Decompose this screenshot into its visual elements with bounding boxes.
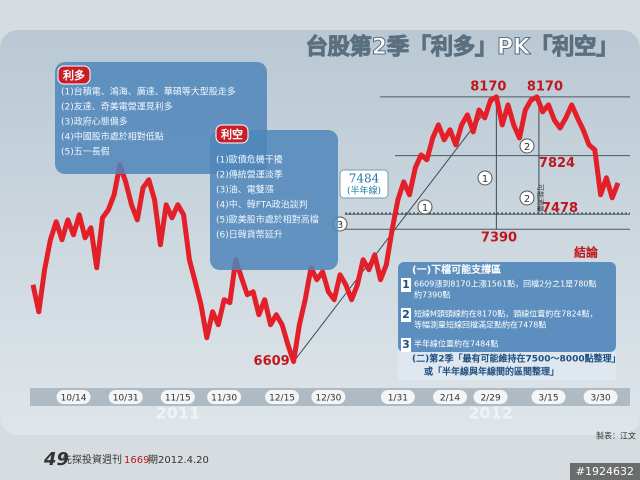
x-tick-label: 1/31: [388, 394, 408, 404]
bull-item: (5)五一長假: [61, 147, 110, 158]
chart-title: 台股第2季「利多」PK「利空」: [306, 34, 618, 60]
support-num-bg: [401, 308, 411, 322]
bear-item: (3)油、電雙漲: [216, 184, 274, 196]
x-tick-label: 3/30: [591, 394, 611, 404]
x-tick-pill: [108, 390, 143, 404]
range-text: (二)第2季「最有可能維持在7500～8000點整理」: [412, 353, 621, 365]
support-num: 1: [402, 278, 410, 291]
support-box: [398, 262, 616, 352]
marker-circle: [519, 138, 535, 154]
level-label: 7478: [542, 201, 578, 216]
x-tick-label: 11/30: [211, 394, 237, 404]
x-tick-label: 2/29: [480, 394, 500, 404]
x-tick-label: 12/15: [269, 394, 295, 404]
issue: 1669: [124, 455, 149, 466]
support-text: 短線M頭頸線約在8170點，頸線位置約在7824點，: [414, 309, 598, 319]
trend-line: [293, 96, 497, 362]
x-tick-label: 12/30: [315, 394, 341, 404]
x-tick-pill: [473, 390, 508, 404]
bull-item: (4)中國股市處於相對低點: [61, 131, 164, 143]
marker-number: 1: [422, 203, 428, 214]
x-tick-pill: [160, 390, 195, 404]
bear-tag: [215, 124, 249, 144]
bear-box: [210, 130, 338, 270]
x-tick-pill: [311, 390, 346, 404]
conclusion-title: 結論: [574, 245, 599, 260]
support-text: 約7390點: [414, 290, 450, 300]
bear-title: 利空: [221, 127, 243, 141]
x-tick-pill: [583, 390, 618, 404]
bull-item: (3)政府心態偏多: [61, 116, 128, 128]
x-tick-label: 10/14: [61, 394, 87, 404]
x-tick-pill: [265, 390, 300, 404]
marker-circle: [477, 170, 493, 186]
x-tick-label: 2/14: [440, 394, 460, 404]
marker-circle: [417, 199, 433, 215]
bear-item: (2)傳統營運淡季: [216, 169, 283, 181]
x-tick-pill: [433, 390, 468, 404]
support-text: 等幅測量短線回檔滿足點約在7478點: [414, 320, 546, 330]
half-year-box: [339, 169, 389, 199]
source: 製表：江文: [596, 431, 636, 441]
support-title: (一)下檔可能支撐區: [412, 263, 501, 276]
measure-note: 可能測量: [536, 184, 545, 212]
publication: 先探投資週刊: [62, 453, 122, 466]
year-label: 2011: [156, 404, 201, 423]
support-num-bg: [401, 278, 411, 292]
support-num-bg: [401, 338, 411, 352]
range-box: [398, 352, 616, 380]
value-label: 6609: [254, 354, 290, 369]
bull-item: (1)台積電、鴻海、廣達、華碩等大型股走多: [61, 86, 236, 98]
value-label: 8170: [527, 79, 563, 94]
bull-tag: [57, 65, 91, 85]
marker-number: 2: [524, 194, 530, 205]
support-text: 半年線位置約在7484點: [414, 339, 498, 349]
x-tick-pill: [207, 390, 242, 404]
bull-title: 利多: [63, 68, 85, 82]
x-tick-label: 3/15: [538, 394, 558, 404]
value-label: 8170: [470, 79, 506, 94]
x-tick-pill: [380, 390, 415, 404]
support-num: 2: [402, 308, 410, 321]
marker-circle: [519, 190, 535, 206]
level-label: 7390: [481, 231, 517, 246]
bull-item: (2)友達、奇美電營運見利多: [61, 101, 173, 113]
page-number: 49: [43, 449, 69, 470]
watermark: #1924632: [576, 465, 634, 478]
price-line: [30, 94, 621, 365]
issue-date: 期2012.4.20: [148, 454, 209, 466]
half-year-value: 7484: [349, 172, 380, 186]
level-label: 7824: [539, 156, 575, 171]
x-tick-pill: [531, 390, 566, 404]
marker-number: 2: [524, 142, 530, 153]
bear-item: (6)日韓貨幣延升: [216, 229, 283, 241]
x-tick-pill: [56, 390, 91, 404]
watermark-bg: [570, 463, 640, 480]
bear-item: (4)中、韓FTA政治談判: [216, 199, 308, 211]
half-year-label: (半年線): [347, 185, 381, 197]
year-label: 2012: [468, 404, 513, 423]
marker-number: 1: [482, 174, 488, 185]
x-tick-label: 11/15: [165, 394, 191, 404]
x-tick-label: 10/31: [113, 394, 139, 404]
support-num: 3: [402, 338, 410, 351]
bear-item: (5)歐美股市處於相對高檔: [216, 214, 319, 226]
marker-number: 3: [337, 220, 343, 231]
bear-item: (1)歐債危機干擾: [216, 154, 283, 166]
range-text: 或「半年線與年線間的區間整理」: [424, 366, 559, 378]
support-text: 6609漲到8170上漲1561點，回檔2分之1是780點: [414, 279, 597, 289]
